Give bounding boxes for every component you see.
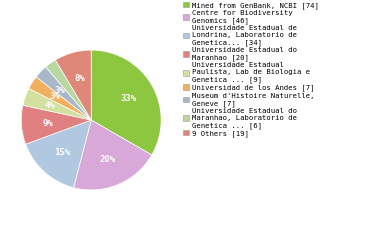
Text: 33%: 33%: [121, 94, 137, 103]
Text: 20%: 20%: [100, 156, 116, 164]
Wedge shape: [74, 120, 152, 190]
Wedge shape: [36, 67, 91, 120]
Wedge shape: [23, 89, 91, 120]
Text: 4%: 4%: [45, 101, 56, 110]
Wedge shape: [25, 120, 91, 188]
Wedge shape: [46, 60, 91, 120]
Wedge shape: [21, 105, 91, 144]
Wedge shape: [55, 50, 91, 120]
Wedge shape: [91, 50, 161, 155]
Text: 3%: 3%: [49, 92, 60, 101]
Wedge shape: [29, 77, 91, 120]
Text: 8%: 8%: [74, 74, 85, 83]
Legend: Mined from GenBank, NCBI [74], Centre for Biodiversity
Genomics [46], Universida: Mined from GenBank, NCBI [74], Centre fo…: [182, 1, 319, 138]
Text: 3%: 3%: [54, 85, 65, 95]
Text: 15%: 15%: [54, 148, 70, 157]
Text: 9%: 9%: [43, 119, 53, 128]
